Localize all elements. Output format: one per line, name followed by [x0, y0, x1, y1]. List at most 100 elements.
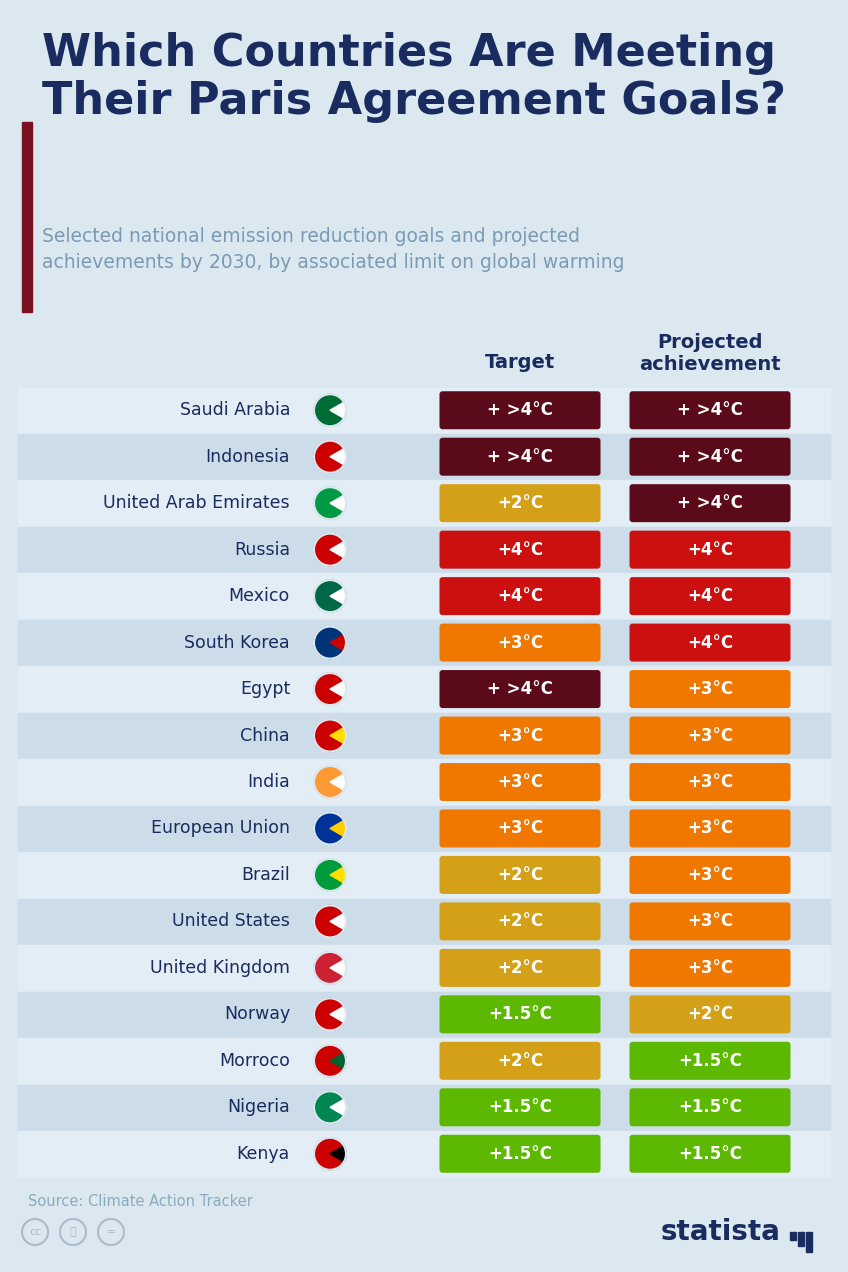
Bar — [18, 481, 830, 525]
Bar — [806, 1233, 812, 1252]
Bar — [18, 527, 830, 572]
Text: +3°C: +3°C — [687, 726, 733, 744]
Text: +4°C: +4°C — [497, 588, 543, 605]
FancyBboxPatch shape — [439, 392, 600, 429]
Text: +1.5°C: +1.5°C — [678, 1052, 742, 1070]
FancyBboxPatch shape — [629, 996, 790, 1033]
FancyBboxPatch shape — [629, 577, 790, 616]
FancyBboxPatch shape — [439, 1135, 600, 1173]
Text: +1.5°C: +1.5°C — [678, 1145, 742, 1163]
FancyBboxPatch shape — [629, 670, 790, 709]
Bar — [18, 759, 830, 805]
FancyBboxPatch shape — [629, 856, 790, 894]
Text: European Union: European Union — [151, 819, 290, 837]
Wedge shape — [330, 588, 346, 604]
Circle shape — [314, 487, 346, 519]
Wedge shape — [330, 635, 346, 650]
FancyBboxPatch shape — [439, 670, 600, 709]
Wedge shape — [330, 495, 346, 511]
Circle shape — [314, 766, 346, 798]
Bar — [18, 899, 830, 944]
Bar — [18, 712, 830, 758]
Text: China: China — [240, 726, 290, 744]
FancyBboxPatch shape — [629, 1089, 790, 1126]
Text: Indonesia: Indonesia — [205, 448, 290, 466]
Wedge shape — [330, 773, 346, 790]
Text: Kenya: Kenya — [237, 1145, 290, 1163]
Text: +3°C: +3°C — [687, 959, 733, 977]
Circle shape — [314, 440, 346, 473]
FancyBboxPatch shape — [629, 392, 790, 429]
Circle shape — [314, 673, 346, 705]
FancyBboxPatch shape — [629, 902, 790, 940]
Text: ⓘ: ⓘ — [70, 1227, 76, 1236]
Circle shape — [314, 999, 346, 1030]
Bar — [18, 388, 830, 432]
Text: +1.5°C: +1.5°C — [678, 1098, 742, 1117]
Bar — [790, 1233, 796, 1240]
FancyBboxPatch shape — [439, 1089, 600, 1126]
Text: +2°C: +2°C — [497, 912, 543, 930]
Circle shape — [314, 813, 346, 845]
Text: +3°C: +3°C — [687, 912, 733, 930]
Text: +4°C: +4°C — [497, 541, 543, 558]
Wedge shape — [330, 868, 346, 883]
Bar — [18, 805, 830, 851]
FancyBboxPatch shape — [439, 530, 600, 569]
Wedge shape — [330, 728, 346, 744]
Text: Selected national emission reduction goals and projected
achievements by 2030, b: Selected national emission reduction goa… — [42, 226, 624, 272]
FancyBboxPatch shape — [439, 716, 600, 754]
Text: India: India — [248, 773, 290, 791]
Text: + >4°C: + >4°C — [677, 495, 743, 513]
Bar — [18, 945, 830, 991]
FancyBboxPatch shape — [629, 623, 790, 661]
Wedge shape — [330, 960, 346, 976]
Bar — [18, 1038, 830, 1084]
FancyBboxPatch shape — [629, 716, 790, 754]
Text: +3°C: +3°C — [497, 819, 543, 837]
FancyBboxPatch shape — [439, 485, 600, 523]
Text: + >4°C: + >4°C — [487, 448, 553, 466]
FancyBboxPatch shape — [439, 809, 600, 847]
Text: +3°C: +3°C — [687, 681, 733, 698]
Text: +3°C: +3°C — [497, 633, 543, 651]
FancyBboxPatch shape — [629, 530, 790, 569]
Text: +3°C: +3°C — [687, 866, 733, 884]
FancyBboxPatch shape — [629, 949, 790, 987]
Text: +1.5°C: +1.5°C — [488, 1005, 552, 1024]
Wedge shape — [330, 681, 346, 697]
Bar — [18, 619, 830, 665]
Wedge shape — [330, 402, 346, 418]
Text: statista: statista — [660, 1219, 780, 1247]
Text: +3°C: +3°C — [687, 773, 733, 791]
Text: =: = — [106, 1227, 115, 1236]
Wedge shape — [330, 913, 346, 930]
FancyBboxPatch shape — [439, 577, 600, 616]
Circle shape — [314, 394, 346, 426]
FancyBboxPatch shape — [439, 902, 600, 940]
Text: +3°C: +3°C — [497, 726, 543, 744]
Text: Egypt: Egypt — [240, 681, 290, 698]
Wedge shape — [330, 820, 346, 837]
Bar — [18, 992, 830, 1037]
Text: +2°C: +2°C — [497, 959, 543, 977]
Circle shape — [314, 951, 346, 983]
Circle shape — [314, 1044, 346, 1077]
Bar — [22, 122, 32, 312]
Text: Mexico: Mexico — [229, 588, 290, 605]
FancyBboxPatch shape — [629, 809, 790, 847]
Text: +4°C: +4°C — [687, 633, 733, 651]
FancyBboxPatch shape — [439, 996, 600, 1033]
Text: +3°C: +3°C — [497, 773, 543, 791]
Text: Saudi Arabia: Saudi Arabia — [180, 401, 290, 420]
Text: + >4°C: + >4°C — [677, 448, 743, 466]
Bar — [18, 667, 830, 712]
Circle shape — [314, 1091, 346, 1123]
Bar — [18, 1131, 830, 1177]
Text: +3°C: +3°C — [687, 819, 733, 837]
FancyBboxPatch shape — [439, 949, 600, 987]
Wedge shape — [330, 1006, 346, 1023]
Bar — [18, 852, 830, 898]
FancyBboxPatch shape — [629, 438, 790, 476]
Text: +2°C: +2°C — [497, 1052, 543, 1070]
